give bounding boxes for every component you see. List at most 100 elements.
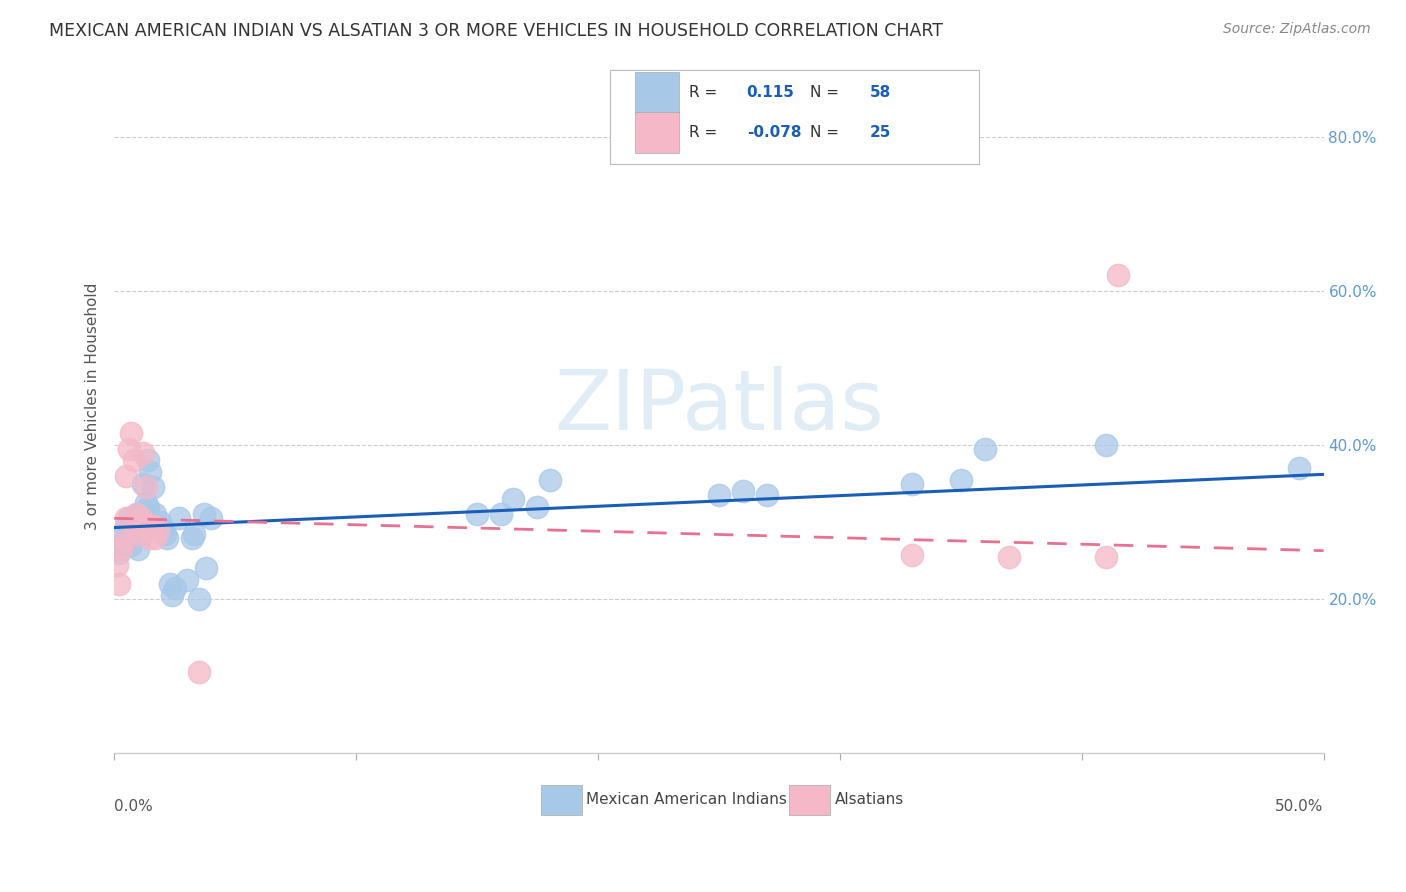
Point	[152, 523, 174, 537]
Point	[118, 511, 141, 525]
Point	[1095, 549, 1118, 564]
Point	[142, 480, 165, 494]
Point	[149, 515, 172, 529]
Point	[200, 511, 222, 525]
Point	[143, 508, 166, 522]
Point	[125, 519, 148, 533]
Point	[115, 511, 138, 525]
Point	[733, 484, 755, 499]
Point	[187, 665, 209, 680]
Point	[193, 508, 215, 522]
Point	[526, 500, 548, 514]
Point	[183, 526, 205, 541]
Point	[125, 511, 148, 525]
Point	[120, 538, 142, 552]
Y-axis label: 3 or more Vehicles in Household: 3 or more Vehicles in Household	[86, 283, 100, 530]
Point	[1095, 438, 1118, 452]
Text: 58: 58	[870, 85, 891, 100]
Point	[120, 426, 142, 441]
Point	[139, 531, 162, 545]
Text: N =: N =	[810, 125, 838, 140]
Point	[122, 515, 145, 529]
Point	[110, 542, 132, 557]
Point	[136, 519, 159, 533]
Point	[707, 488, 730, 502]
Text: R =: R =	[689, 85, 717, 100]
Point	[135, 496, 157, 510]
Point	[489, 508, 512, 522]
FancyBboxPatch shape	[610, 70, 979, 163]
FancyBboxPatch shape	[789, 785, 830, 815]
Text: Alsatians: Alsatians	[835, 792, 904, 807]
FancyBboxPatch shape	[541, 785, 582, 815]
Text: 50.0%: 50.0%	[1275, 798, 1323, 814]
Point	[136, 453, 159, 467]
Point	[105, 542, 128, 557]
Point	[110, 538, 132, 552]
Text: MEXICAN AMERICAN INDIAN VS ALSATIAN 3 OR MORE VEHICLES IN HOUSEHOLD CORRELATION : MEXICAN AMERICAN INDIAN VS ALSATIAN 3 OR…	[49, 22, 943, 40]
Text: Source: ZipAtlas.com: Source: ZipAtlas.com	[1223, 22, 1371, 37]
Point	[195, 561, 218, 575]
Point	[169, 511, 191, 525]
Point	[125, 508, 148, 522]
Point	[129, 526, 152, 541]
Point	[120, 519, 142, 533]
Point	[135, 503, 157, 517]
Point	[122, 523, 145, 537]
Text: 0.0%: 0.0%	[114, 798, 153, 814]
Point	[129, 508, 152, 522]
Point	[136, 500, 159, 514]
Point	[127, 526, 149, 541]
Point	[163, 581, 186, 595]
Point	[502, 491, 524, 506]
Point	[127, 508, 149, 522]
Text: 25: 25	[870, 125, 891, 140]
Point	[146, 523, 169, 537]
Point	[118, 442, 141, 456]
Point	[122, 453, 145, 467]
Text: ZIPatlas: ZIPatlas	[554, 366, 884, 447]
Point	[901, 548, 924, 562]
Point	[112, 526, 135, 541]
Point	[756, 488, 779, 502]
Point	[115, 531, 138, 545]
Point	[949, 473, 972, 487]
Point	[127, 542, 149, 557]
Point	[153, 526, 176, 541]
Point	[159, 577, 181, 591]
Point	[180, 531, 202, 545]
Text: N =: N =	[810, 85, 838, 100]
Point	[143, 531, 166, 545]
Point	[108, 546, 131, 560]
Point	[187, 592, 209, 607]
Point	[146, 519, 169, 533]
Point	[156, 531, 179, 545]
Point	[132, 446, 155, 460]
Point	[125, 519, 148, 533]
Point	[538, 473, 561, 487]
Point	[142, 519, 165, 533]
Point	[974, 442, 997, 456]
Point	[125, 515, 148, 529]
Point	[901, 476, 924, 491]
Point	[135, 480, 157, 494]
Point	[115, 519, 138, 533]
FancyBboxPatch shape	[636, 112, 679, 153]
Point	[176, 573, 198, 587]
Point	[129, 511, 152, 525]
Point	[115, 469, 138, 483]
Point	[162, 588, 184, 602]
Point	[108, 577, 131, 591]
Point	[105, 558, 128, 572]
FancyBboxPatch shape	[636, 72, 679, 113]
Point	[127, 511, 149, 525]
Point	[139, 465, 162, 479]
Point	[1288, 461, 1310, 475]
Point	[112, 538, 135, 552]
Point	[465, 508, 488, 522]
Point	[132, 476, 155, 491]
Point	[112, 534, 135, 549]
Text: 0.115: 0.115	[747, 85, 794, 100]
Point	[998, 549, 1021, 564]
Text: -0.078: -0.078	[747, 125, 801, 140]
